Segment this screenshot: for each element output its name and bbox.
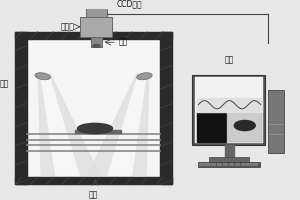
Bar	[235, 165, 240, 166]
Bar	[246, 163, 252, 164]
Bar	[86, 5, 107, 17]
Bar	[75, 130, 121, 133]
Bar	[211, 164, 217, 165]
Bar	[199, 163, 205, 164]
Text: 镜头: 镜头	[118, 38, 128, 47]
Bar	[15, 31, 172, 39]
Bar	[223, 163, 228, 164]
Polygon shape	[41, 74, 79, 175]
Bar	[235, 163, 240, 164]
Bar	[198, 162, 260, 167]
Bar	[252, 165, 258, 166]
Bar	[223, 164, 228, 165]
Bar	[252, 164, 258, 165]
Bar	[217, 163, 222, 164]
Bar	[27, 39, 160, 177]
Ellipse shape	[137, 73, 152, 80]
Bar	[199, 165, 205, 166]
Bar	[229, 163, 234, 164]
Bar	[235, 164, 240, 165]
Bar	[92, 37, 102, 47]
Bar	[15, 31, 27, 184]
Ellipse shape	[93, 44, 100, 47]
Bar	[197, 98, 262, 112]
Bar	[246, 165, 252, 166]
Bar	[223, 165, 228, 166]
Bar	[211, 165, 217, 166]
Bar	[246, 164, 252, 165]
Bar	[217, 165, 222, 166]
Bar	[241, 165, 246, 166]
Bar	[197, 112, 226, 142]
Text: 光谱仪: 光谱仪	[61, 22, 75, 31]
Bar	[241, 164, 246, 165]
Text: 样品: 样品	[89, 190, 98, 199]
Bar	[195, 77, 262, 142]
Bar	[229, 164, 234, 165]
Bar	[205, 163, 211, 164]
Text: 电脑: 电脑	[224, 55, 233, 64]
Bar	[205, 165, 211, 166]
Polygon shape	[108, 74, 146, 175]
Bar	[229, 165, 234, 166]
Polygon shape	[38, 73, 99, 175]
Ellipse shape	[78, 123, 112, 134]
Polygon shape	[88, 73, 149, 175]
Bar	[192, 75, 265, 145]
Bar	[225, 145, 234, 157]
Text: 光源: 光源	[0, 79, 9, 88]
Bar	[217, 164, 222, 165]
Bar	[227, 112, 262, 142]
Ellipse shape	[234, 120, 255, 131]
Bar	[252, 163, 258, 164]
Bar	[205, 164, 211, 165]
Bar	[160, 31, 172, 184]
Bar	[211, 163, 217, 164]
Bar	[209, 157, 249, 163]
Text: CCD相机: CCD相机	[117, 0, 142, 8]
Bar	[80, 17, 112, 37]
Bar	[268, 90, 284, 153]
Bar	[15, 177, 172, 184]
Ellipse shape	[35, 73, 50, 80]
Bar	[241, 163, 246, 164]
Bar	[199, 164, 205, 165]
